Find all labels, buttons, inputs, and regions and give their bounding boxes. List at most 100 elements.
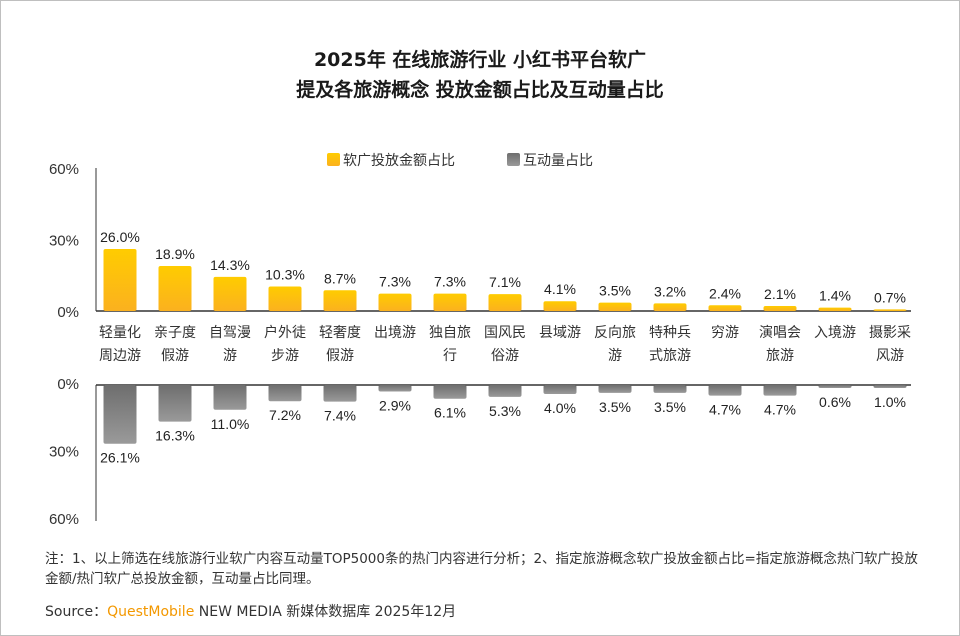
category-label: 县域游 (539, 325, 581, 341)
bar-spend (268, 286, 302, 311)
data-label-spend: 7.3% (379, 274, 411, 290)
category-label: 步游 (271, 348, 299, 364)
category-label: 穷游 (711, 325, 739, 341)
chart-title-line-2: 提及各旅游概念 投放金额占比及互动量占比 (296, 79, 664, 101)
data-label-spend: 7.1% (489, 274, 521, 290)
data-label-engagement: 2.9% (379, 398, 411, 414)
legend-label-spend: 软广投放金额占比 (343, 153, 455, 169)
bar-spend (213, 276, 247, 311)
bar-spend (873, 309, 907, 311)
data-label-engagement: 5.3% (489, 403, 521, 419)
bar-chart: 0% 30% 60% 0% 30% 60% 软广投放金额占比 互动量占比 26.0% 轻量化周边游… (49, 153, 911, 528)
bar-spend (708, 305, 742, 311)
legend-label-engagement: 互动量占比 (523, 153, 593, 169)
category-label: 演唱会 (759, 325, 801, 341)
data-label-engagement: 1.0% (874, 394, 906, 410)
data-label-spend: 7.3% (434, 274, 466, 290)
data-label-spend: 18.9% (155, 246, 195, 262)
data-label-spend: 2.1% (764, 286, 796, 302)
top-y-tick-label: 30% (49, 233, 79, 250)
category-label: 行 (443, 348, 457, 364)
bar-engagement (433, 385, 467, 399)
legend-swatch-engagement (507, 153, 520, 166)
data-label-engagement: 0.6% (819, 394, 851, 410)
bar-engagement (323, 385, 357, 402)
bar-spend (433, 293, 467, 311)
bar-spend (103, 249, 137, 311)
footnote: 注：1、以上筛选在线旅游行业软广内容互动量TOP5000条的热门内容进行分析；2… (45, 551, 918, 587)
bar-engagement (818, 385, 852, 388)
source-rest: NEW MEDIA 新媒体数据库 2025年12月 (194, 604, 457, 620)
data-label-engagement: 11.0% (211, 416, 250, 432)
category-label: 式旅游 (649, 348, 691, 364)
bar-spend (158, 265, 192, 311)
bar-engagement (103, 385, 137, 444)
bar-engagement (213, 385, 247, 410)
data-label-spend: 3.5% (599, 283, 631, 299)
category-label: 自驾漫 (209, 325, 251, 341)
bottom-y-tick-label: 0% (57, 376, 79, 393)
data-label-spend: 3.2% (654, 283, 686, 299)
category-label: 游 (223, 348, 237, 364)
category-label: 户外徒 (264, 324, 306, 341)
bar-spend (653, 303, 687, 311)
bar-spend (763, 305, 797, 311)
bar-engagement (378, 385, 412, 392)
category-label: 摄影采 (869, 325, 911, 341)
category-label: 轻量化 (99, 325, 141, 341)
data-label-spend: 8.7% (324, 270, 356, 286)
category-label: 周边游 (99, 348, 141, 364)
bar-spend (543, 301, 577, 311)
category-label: 亲子度 (154, 325, 196, 341)
data-label-spend: 26.0% (100, 229, 140, 245)
data-label-engagement: 7.4% (324, 408, 356, 424)
bar-engagement (488, 385, 522, 397)
category-label: 入境游 (814, 325, 856, 341)
bar-engagement (158, 385, 192, 422)
data-label-spend: 14.3% (210, 257, 250, 273)
bar-engagement (543, 385, 577, 394)
category-label: 俗游 (491, 348, 519, 364)
data-label-engagement: 3.5% (654, 399, 686, 415)
category-label: 假游 (161, 348, 189, 364)
data-label-engagement: 16.3% (155, 428, 195, 444)
bar-engagement (763, 385, 797, 396)
data-label-engagement: 6.1% (434, 405, 466, 421)
category-label: 假游 (326, 348, 354, 364)
category-label: 反向旅 (594, 325, 636, 341)
category-label: 游 (608, 348, 622, 364)
data-label-spend: 4.1% (544, 281, 576, 297)
data-label-engagement: 4.7% (709, 402, 741, 418)
bar-engagement (873, 385, 907, 388)
bar-engagement (653, 385, 687, 393)
category-label: 轻奢度 (319, 325, 361, 341)
top-y-tick-label: 0% (57, 304, 79, 321)
data-label-spend: 1.4% (819, 288, 851, 304)
data-label-spend: 2.4% (709, 285, 741, 301)
category-label: 风游 (876, 348, 904, 364)
bar-spend (378, 293, 412, 311)
bar-spend (818, 307, 852, 311)
category-label: 旅游 (766, 348, 794, 364)
chart-title-line-1: 2025年 在线旅游行业 小红书平台软广 (313, 49, 647, 71)
bottom-y-tick-label: 30% (49, 444, 79, 461)
bottom-y-tick-label: 60% (49, 511, 79, 528)
data-label-engagement: 4.0% (544, 400, 576, 416)
bar-spend (488, 294, 522, 311)
bar-engagement (708, 385, 742, 396)
top-y-tick-label: 60% (49, 161, 79, 178)
category-label: 国风民 (484, 325, 526, 341)
source-label: Source： (45, 604, 108, 620)
data-label-engagement: 3.5% (599, 399, 631, 415)
data-label-engagement: 4.7% (764, 402, 796, 418)
data-label-spend: 10.3% (265, 266, 305, 282)
category-label: 出境游 (374, 325, 416, 341)
data-label-spend: 0.7% (874, 289, 906, 305)
bar-spend (598, 302, 632, 311)
category-label: 特种兵 (649, 325, 691, 341)
data-label-engagement: 26.1% (100, 450, 140, 466)
bar-engagement (598, 385, 632, 393)
category-label: 独自旅 (429, 325, 471, 341)
bar-engagement (268, 385, 302, 402)
source-line: Source：QuestMobile NEW MEDIA 新媒体数据库 2025… (45, 601, 456, 621)
